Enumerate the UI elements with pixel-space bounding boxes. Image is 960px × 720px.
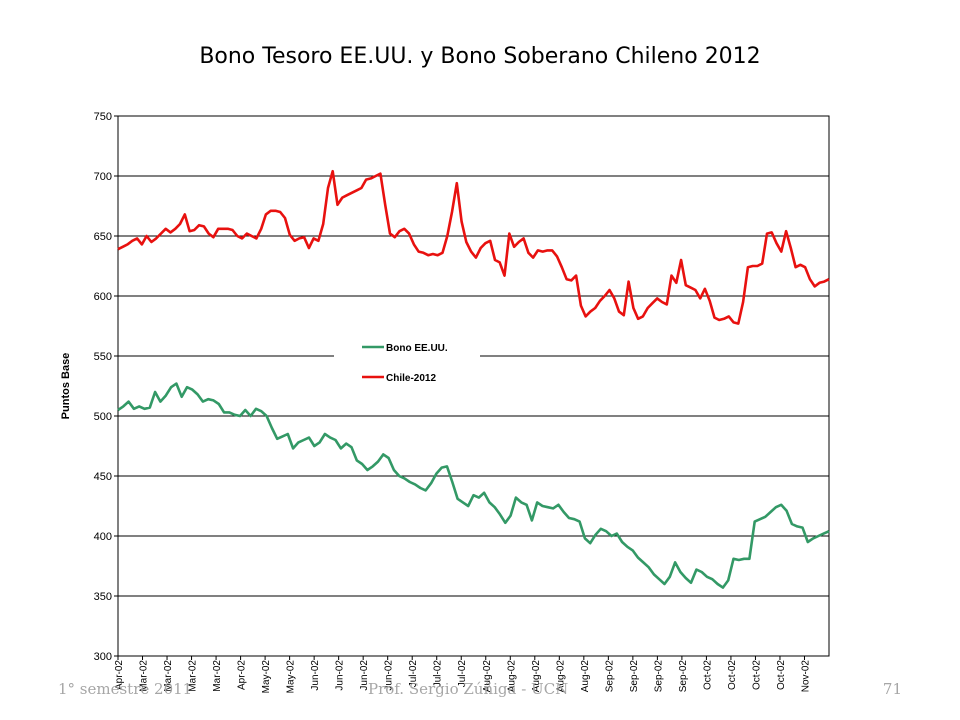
slide-title: Bono Tesoro EE.UU. y Bono Soberano Chile…: [199, 44, 761, 69]
legend-label: Chile-2012: [386, 373, 436, 384]
x-tick-label: Aug-02: [482, 660, 493, 693]
y-tick-label: 350: [94, 591, 112, 603]
y-tick-label: 750: [94, 111, 112, 123]
x-tick-label: Oct-02: [702, 660, 713, 690]
x-tick-label: Aug-02: [531, 660, 542, 693]
x-tick-label: Sep-02: [604, 660, 615, 693]
x-tick-label: Jun-02: [335, 660, 346, 691]
x-tick-label: Aug-02: [555, 660, 566, 693]
x-tick-label: Mar-02: [188, 660, 199, 692]
x-tick-label: Jul-02: [408, 660, 419, 688]
series-lines: [117, 169, 830, 589]
x-tick-label: May-02: [286, 660, 297, 694]
x-tick-label: Sep-02: [678, 660, 689, 693]
x-tick-label: May-02: [261, 660, 272, 694]
page-number: 71: [882, 680, 902, 698]
y-tick-label: 700: [94, 171, 112, 183]
y-tick-label: 300: [94, 651, 112, 663]
y-tick-label: 500: [94, 411, 112, 423]
y-axis-label: Puntos Base: [60, 353, 72, 420]
x-tick-label: Jul-02: [457, 660, 468, 688]
x-tick-label: Aug-02: [506, 660, 517, 693]
x-tick-label: Jun-02: [359, 660, 370, 691]
series-line-bono-eeuu: [117, 382, 830, 589]
footer-semester: 1° semestre 2011: [58, 680, 193, 698]
x-tick-label: Mar-02: [139, 660, 150, 692]
series-line-chile-2012: [117, 169, 830, 325]
x-tick-label: Nov-02: [800, 660, 811, 693]
x-tick-label: Mar-02: [212, 660, 223, 692]
x-tick-label: Aug-02: [580, 660, 591, 693]
x-tick-label: Jun-02: [384, 660, 395, 691]
x-tick-label: Oct-02: [751, 660, 762, 690]
legend-box: [334, 331, 480, 395]
footer-author: Prof. Sergio Zúñiga - UCN: [368, 680, 569, 698]
legend-label: Bono EE.UU.: [386, 343, 448, 354]
x-tick-label: Oct-02: [727, 660, 738, 690]
x-tick-label: Apr-02: [237, 660, 248, 690]
legend: Bono EE.UU. Chile-2012: [334, 331, 480, 395]
y-tick-label: 450: [94, 471, 112, 483]
y-tick-label: 650: [94, 231, 112, 243]
x-tick-label: Sep-02: [653, 660, 664, 693]
x-tick-label: Oct-02: [776, 660, 787, 690]
x-tick-label: Sep-02: [629, 660, 640, 693]
y-axis-ticks: 300 350 400 450 500 550 600 650 700 750: [94, 111, 118, 663]
y-tick-label: 550: [94, 351, 112, 363]
x-axis-ticks: Apr-02 Mar-02 Mar-02 Mar-02 Mar-02 Apr-02 May-…: [114, 656, 811, 693]
x-tick-label: Mar-02: [163, 660, 174, 692]
x-tick-label: Jun-02: [310, 660, 321, 691]
x-tick-label: Apr-02: [114, 660, 125, 690]
plot-area: [117, 115, 830, 657]
y-tick-label: 400: [94, 531, 112, 543]
x-tick-label: Jul-02: [433, 660, 444, 688]
y-tick-label: 600: [94, 291, 112, 303]
